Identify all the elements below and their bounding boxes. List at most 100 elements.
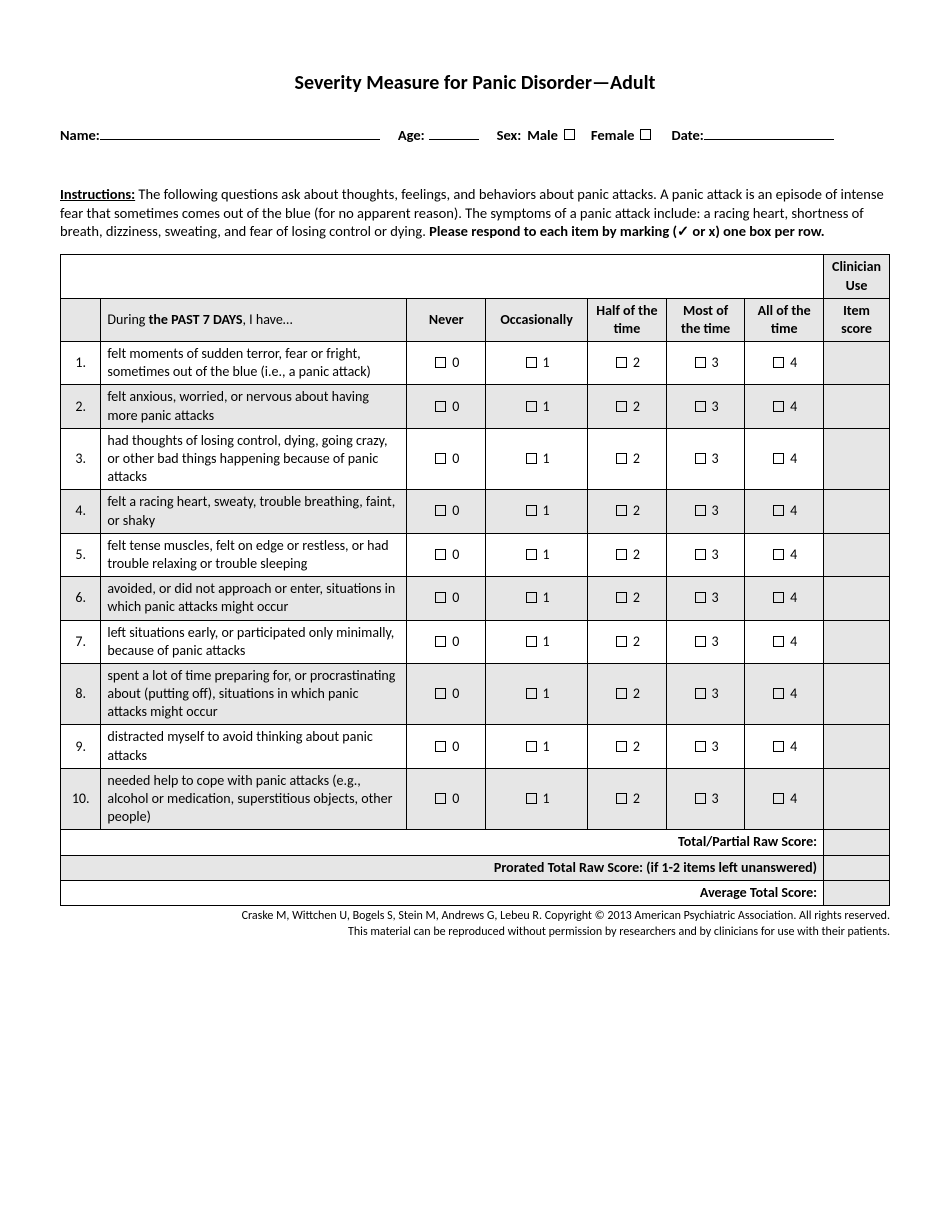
checkbox-icon[interactable]: [695, 505, 706, 516]
checkbox-icon[interactable]: [773, 549, 784, 560]
checkbox-icon[interactable]: [526, 592, 537, 603]
checkbox-icon[interactable]: [616, 741, 627, 752]
checkbox-icon[interactable]: [695, 741, 706, 752]
option-cell[interactable]: 1: [486, 533, 588, 576]
option-cell[interactable]: 2: [588, 342, 667, 385]
option-cell[interactable]: 3: [666, 620, 745, 663]
item-score-cell[interactable]: [824, 663, 890, 725]
item-score-cell[interactable]: [824, 385, 890, 428]
item-score-cell[interactable]: [824, 428, 890, 490]
checkbox-icon[interactable]: [773, 357, 784, 368]
item-score-cell[interactable]: [824, 490, 890, 533]
checkbox-icon[interactable]: [435, 453, 446, 464]
option-cell[interactable]: 3: [666, 663, 745, 725]
option-cell[interactable]: 4: [745, 385, 824, 428]
checkbox-icon[interactable]: [773, 592, 784, 603]
option-cell[interactable]: 2: [588, 725, 667, 768]
checkbox-icon[interactable]: [695, 688, 706, 699]
item-score-cell[interactable]: [824, 342, 890, 385]
checkbox-icon[interactable]: [773, 741, 784, 752]
option-cell[interactable]: 4: [745, 490, 824, 533]
checkbox-icon[interactable]: [616, 453, 627, 464]
checkbox-icon[interactable]: [773, 401, 784, 412]
option-cell[interactable]: 4: [745, 725, 824, 768]
option-cell[interactable]: 4: [745, 768, 824, 830]
option-cell[interactable]: 4: [745, 663, 824, 725]
option-cell[interactable]: 2: [588, 663, 667, 725]
item-score-cell[interactable]: [824, 768, 890, 830]
checkbox-icon[interactable]: [695, 401, 706, 412]
option-cell[interactable]: 2: [588, 577, 667, 620]
option-cell[interactable]: 1: [486, 577, 588, 620]
option-cell[interactable]: 0: [407, 342, 486, 385]
item-score-cell[interactable]: [824, 725, 890, 768]
checkbox-icon[interactable]: [616, 505, 627, 516]
checkbox-icon[interactable]: [526, 636, 537, 647]
checkbox-icon[interactable]: [695, 592, 706, 603]
option-cell[interactable]: 1: [486, 620, 588, 663]
option-cell[interactable]: 3: [666, 533, 745, 576]
checkbox-icon[interactable]: [526, 401, 537, 412]
option-cell[interactable]: 1: [486, 342, 588, 385]
checkbox-icon[interactable]: [773, 636, 784, 647]
checkbox-icon[interactable]: [695, 453, 706, 464]
checkbox-icon[interactable]: [616, 549, 627, 560]
option-cell[interactable]: 4: [745, 577, 824, 620]
option-cell[interactable]: 3: [666, 490, 745, 533]
option-cell[interactable]: 2: [588, 533, 667, 576]
checkbox-icon[interactable]: [526, 453, 537, 464]
checkbox-icon[interactable]: [616, 401, 627, 412]
checkbox-icon[interactable]: [526, 505, 537, 516]
checkbox-icon[interactable]: [773, 688, 784, 699]
option-cell[interactable]: 3: [666, 428, 745, 490]
item-score-cell[interactable]: [824, 620, 890, 663]
checkbox-icon[interactable]: [435, 401, 446, 412]
option-cell[interactable]: 1: [486, 725, 588, 768]
checkbox-icon[interactable]: [616, 688, 627, 699]
option-cell[interactable]: 0: [407, 577, 486, 620]
checkbox-icon[interactable]: [526, 741, 537, 752]
total-score-cell[interactable]: [824, 830, 890, 855]
checkbox-icon[interactable]: [435, 688, 446, 699]
option-cell[interactable]: 0: [407, 620, 486, 663]
checkbox-icon[interactable]: [435, 741, 446, 752]
option-cell[interactable]: 1: [486, 428, 588, 490]
option-cell[interactable]: 4: [745, 620, 824, 663]
checkbox-icon[interactable]: [695, 357, 706, 368]
date-field[interactable]: [704, 124, 834, 140]
item-score-cell[interactable]: [824, 577, 890, 620]
option-cell[interactable]: 1: [486, 663, 588, 725]
option-cell[interactable]: 4: [745, 533, 824, 576]
checkbox-icon[interactable]: [695, 636, 706, 647]
option-cell[interactable]: 0: [407, 725, 486, 768]
option-cell[interactable]: 2: [588, 490, 667, 533]
checkbox-icon[interactable]: [695, 549, 706, 560]
option-cell[interactable]: 3: [666, 725, 745, 768]
age-field[interactable]: [429, 124, 479, 140]
checkbox-icon[interactable]: [435, 592, 446, 603]
checkbox-icon[interactable]: [616, 592, 627, 603]
checkbox-icon[interactable]: [616, 793, 627, 804]
option-cell[interactable]: 3: [666, 768, 745, 830]
item-score-cell[interactable]: [824, 533, 890, 576]
option-cell[interactable]: 0: [407, 385, 486, 428]
checkbox-icon[interactable]: [616, 636, 627, 647]
option-cell[interactable]: 1: [486, 768, 588, 830]
name-field[interactable]: [100, 124, 380, 140]
checkbox-icon[interactable]: [435, 505, 446, 516]
option-cell[interactable]: 3: [666, 342, 745, 385]
option-cell[interactable]: 3: [666, 577, 745, 620]
checkbox-icon[interactable]: [435, 549, 446, 560]
option-cell[interactable]: 0: [407, 490, 486, 533]
option-cell[interactable]: 2: [588, 428, 667, 490]
checkbox-icon[interactable]: [773, 505, 784, 516]
option-cell[interactable]: 2: [588, 620, 667, 663]
sex-female-checkbox[interactable]: [640, 129, 651, 140]
checkbox-icon[interactable]: [435, 357, 446, 368]
option-cell[interactable]: 3: [666, 385, 745, 428]
option-cell[interactable]: 4: [745, 342, 824, 385]
sex-male-checkbox[interactable]: [564, 129, 575, 140]
option-cell[interactable]: 0: [407, 663, 486, 725]
checkbox-icon[interactable]: [695, 793, 706, 804]
option-cell[interactable]: 1: [486, 385, 588, 428]
